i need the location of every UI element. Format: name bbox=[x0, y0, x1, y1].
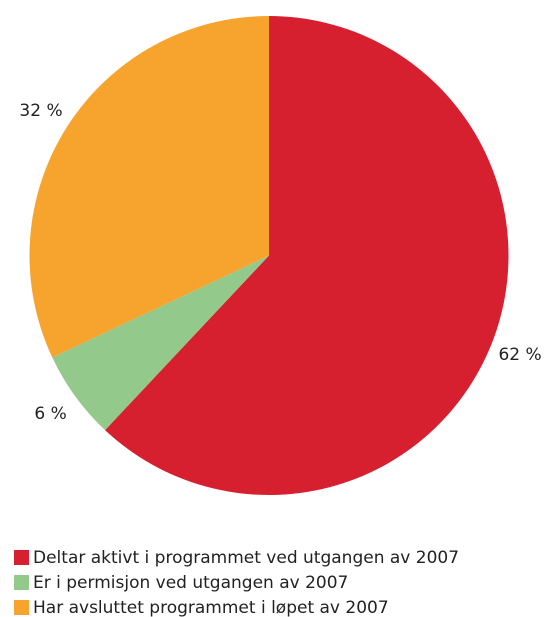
data-label: 6 % bbox=[34, 404, 66, 424]
legend-label: Deltar aktivt i programmet ved utgangen … bbox=[33, 548, 459, 568]
pie-slice bbox=[29, 16, 270, 358]
data-label: 32 % bbox=[19, 101, 62, 121]
pie-slice bbox=[52, 255, 270, 431]
legend-label: Er i permisjon ved utgangen av 2007 bbox=[33, 573, 348, 593]
legend-swatch bbox=[14, 600, 29, 615]
legend-swatch bbox=[14, 575, 29, 590]
legend-swatch bbox=[14, 550, 29, 565]
data-label: 62 % bbox=[498, 345, 541, 365]
pie-slice bbox=[105, 16, 509, 495]
legend-label: Har avsluttet programmet i løpet av 2007 bbox=[33, 598, 389, 617]
